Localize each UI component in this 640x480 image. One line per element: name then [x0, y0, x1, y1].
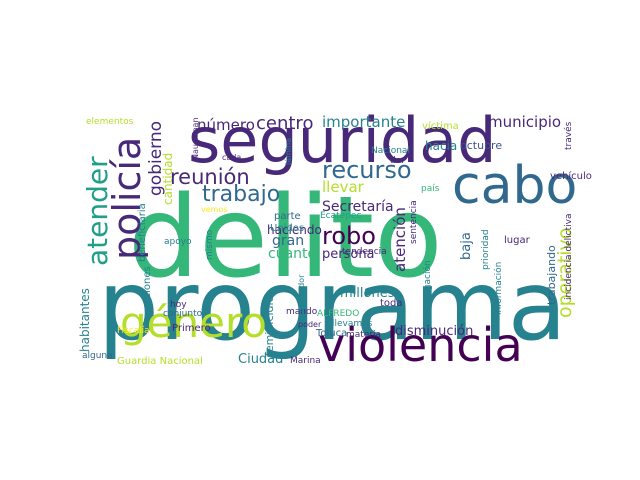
word-apoyo: apoyo [164, 237, 192, 247]
word-lugar: lugar [504, 235, 530, 246]
word-tendencia: tendencia [342, 247, 387, 257]
word-feminicidio: feminicidio [263, 295, 276, 356]
word-millones: millones [340, 286, 395, 301]
word-naucalpan: Naucalpan [191, 117, 200, 160]
word-llevar: llevar [322, 178, 364, 196]
word-ciudad: Ciudad [238, 352, 284, 367]
word-alguna: alguna [82, 351, 113, 361]
word-materia: materia [346, 330, 382, 340]
word-mismo: mismo [205, 229, 215, 260]
word-importante: importante [322, 113, 406, 131]
word-baja: baja [459, 232, 474, 260]
word-fiscalia: Fiscalía [117, 326, 150, 336]
word-elementos: elementos [86, 117, 134, 127]
word-octubre: octubre [460, 139, 503, 152]
word-persona: persona [322, 247, 375, 262]
word-investigacion: investigación [423, 260, 433, 320]
word-recurso: recurso [322, 156, 412, 184]
word-atender: atender [81, 156, 114, 266]
word-poder: poder [298, 320, 322, 329]
word-gran: gran [272, 233, 305, 249]
word-unidos: Unidos [270, 223, 305, 234]
word-disminucion: disminución [395, 324, 474, 339]
word-trabajo: trabajo [202, 182, 281, 207]
word-dar: dar [390, 156, 405, 166]
word-seguridad: seguridad [188, 104, 497, 177]
word-haciendo: haciendo [267, 223, 322, 237]
word-violencia: violencia [318, 318, 523, 372]
word-parte: parte [274, 211, 301, 222]
word-programa: programa [98, 250, 567, 362]
word-beneficiaria: beneficiaria [137, 203, 148, 262]
word-gobernador: gobernador [297, 274, 306, 321]
word-trabajando: trabajando [545, 245, 558, 305]
word-pais: país [421, 184, 440, 194]
word-guardia: Guardia Nacional [117, 356, 203, 367]
word-sentencia: sentencia [409, 200, 419, 244]
word-primero: Primero [172, 323, 211, 334]
word-marina: Marina [290, 356, 321, 366]
word-ecatepec: Ecatepec [320, 211, 362, 221]
word-vehiculo: vehículo [550, 171, 592, 182]
word-secretaria: Secretaría [322, 199, 394, 215]
word-delito: delito [128, 173, 443, 303]
word-robo: robo [322, 222, 376, 250]
word-cantidad: cantidad [161, 152, 175, 205]
word-cada: cada [222, 153, 242, 162]
word-traves: través [564, 121, 574, 150]
word-habitantes: habitantes [78, 288, 92, 352]
word-atencion: atención [391, 207, 409, 272]
word-nacional: Nacional [371, 146, 410, 156]
word-hacia: hacia [425, 139, 458, 153]
word-cabo: cabo [452, 156, 578, 216]
word-prioridad: prioridad [481, 229, 491, 270]
word-acciones: acciones [142, 266, 153, 310]
word-informacion: información [494, 261, 504, 315]
word-lamina: lámina [284, 137, 293, 165]
word-mando: mando [286, 307, 318, 317]
word-municipio: municipio [488, 113, 562, 131]
word-vemos: vemos [201, 205, 228, 214]
word-reunion: reunión [170, 165, 250, 189]
word-llevamos: llevamos [332, 319, 373, 329]
word-conjunto: conjunto [163, 309, 203, 319]
word-toda: toda [380, 298, 403, 309]
word-incidencia: incidencia delictiva [564, 213, 574, 300]
word-numero: número [197, 116, 255, 134]
word-cuanto: cuanto [268, 246, 317, 262]
word-toluca: Toluca [316, 328, 348, 339]
word-genero: género [120, 298, 267, 347]
word-victima: víctima [422, 121, 459, 132]
word-centro: centro [256, 113, 314, 134]
word-alfredo: ALFREDO [317, 309, 360, 319]
word-hoy: hoy [170, 300, 187, 310]
